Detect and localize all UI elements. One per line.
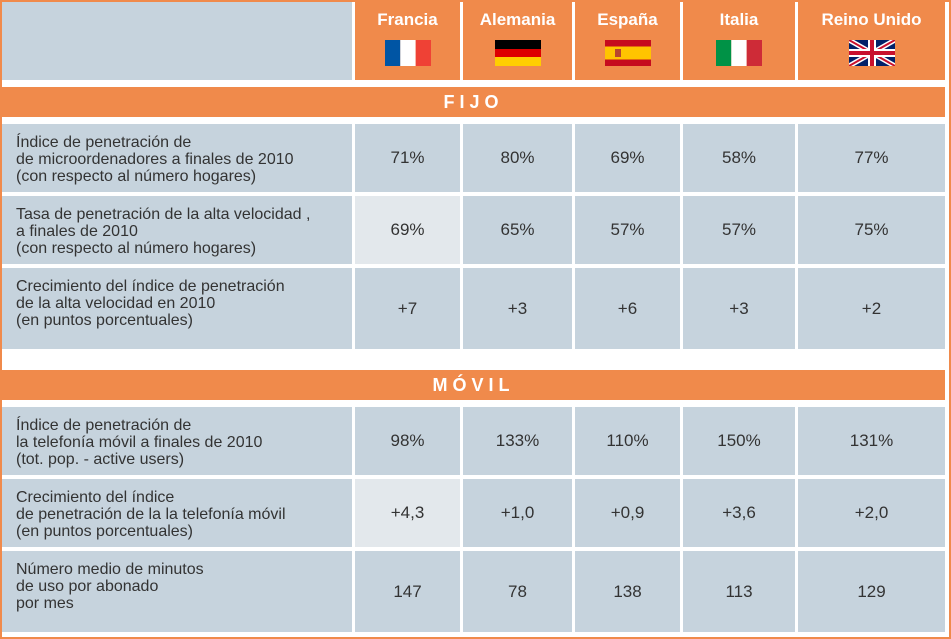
header-cell: Italia: [683, 2, 795, 80]
section-title: FIJO: [2, 87, 945, 117]
label-line: Crecimiento del índice de penetración: [16, 278, 285, 295]
label-line: Crecimiento del índice: [16, 489, 175, 506]
label-line: Índice de penetración de: [16, 417, 192, 434]
label-line: por mes: [16, 595, 74, 612]
cell-value: 129: [798, 551, 945, 632]
header-cell: Reino Unido: [798, 2, 945, 80]
flag: [716, 40, 762, 66]
cell-value: +2: [798, 268, 945, 349]
header-cell: Alemania: [463, 2, 572, 80]
cell-value: 69%: [355, 196, 460, 264]
cell-value: 110%: [575, 407, 680, 475]
header-label: Reino Unido: [821, 10, 922, 29]
cell-value: 133%: [463, 407, 572, 475]
cell-value: +6: [575, 268, 680, 349]
flag: [494, 40, 541, 66]
label-line: Tasa de penetración de la alta velocidad…: [16, 206, 311, 223]
cell-value: 65%: [463, 196, 572, 264]
header-cell: España: [575, 2, 680, 80]
label-line: (en puntos porcentuales): [16, 312, 193, 329]
cell-value: 78: [463, 551, 572, 632]
cell-value: 150%: [683, 407, 795, 475]
label-line: Índice de penetración de: [16, 134, 192, 151]
cell-value: +3: [463, 268, 572, 349]
label-line: (con respecto al número hogares): [16, 168, 257, 185]
row-label: Crecimiento del índice de penetración de …: [2, 268, 352, 349]
label-line: de la alta velocidad en 2010: [16, 295, 216, 312]
label-line: de penetración de la la telefonía móvil: [16, 506, 286, 523]
cell-value: 69%: [575, 124, 680, 192]
label-line: a finales de 2010: [16, 223, 138, 240]
label-line: de uso por abonado: [16, 578, 159, 595]
header-cell: Francia: [355, 2, 460, 80]
label-line: de microordenadores a finales de 2010: [16, 151, 294, 168]
label-line: (con respecto al número hogares): [16, 240, 257, 257]
cell-value: 57%: [575, 196, 680, 264]
cell-value: 58%: [683, 124, 795, 192]
row-label: Índice de penetración de la telefonía móv…: [2, 407, 352, 475]
corner-cell: [2, 2, 352, 80]
label-line: Número medio de minutos: [16, 561, 204, 578]
row-label: Crecimiento del índice de penetración de …: [2, 479, 352, 547]
flag: [848, 40, 895, 66]
cell-value: 147: [355, 551, 460, 632]
cell-value: 113: [683, 551, 795, 632]
header-label: Francia: [377, 10, 438, 29]
flag: [384, 40, 431, 66]
cell-value: +3,6: [683, 479, 795, 547]
row-label: Número medio de minutos de uso por abonad…: [2, 551, 352, 632]
header-label: Italia: [719, 10, 759, 29]
cell-value: 77%: [798, 124, 945, 192]
flag: [604, 40, 651, 66]
header-label: España: [597, 10, 658, 29]
row-label: Índice de penetración de de microordenado…: [2, 124, 352, 192]
cell-value: +3: [683, 268, 795, 349]
cell-value: +4,3: [355, 479, 460, 547]
cell-value: +1,0: [463, 479, 572, 547]
row-label: Tasa de penetración de la alta velocidad…: [2, 196, 352, 264]
header-label: Alemania: [479, 10, 556, 29]
cell-value: 98%: [355, 407, 460, 475]
cell-value: +0,9: [575, 479, 680, 547]
label-line: (en puntos porcentuales): [16, 523, 193, 540]
cell-value: +7: [355, 268, 460, 349]
cell-value: 75%: [798, 196, 945, 264]
label-line: (tot. pop. - active users): [16, 451, 185, 468]
cell-value: 57%: [683, 196, 795, 264]
cell-value: 138: [575, 551, 680, 632]
label-line: la telefonía móvil a finales de 2010: [16, 434, 263, 451]
cell-value: 80%: [463, 124, 572, 192]
cell-value: 131%: [798, 407, 945, 475]
cell-value: +2,0: [798, 479, 945, 547]
section-title: MÓVIL: [2, 370, 945, 400]
cell-value: 71%: [355, 124, 460, 192]
